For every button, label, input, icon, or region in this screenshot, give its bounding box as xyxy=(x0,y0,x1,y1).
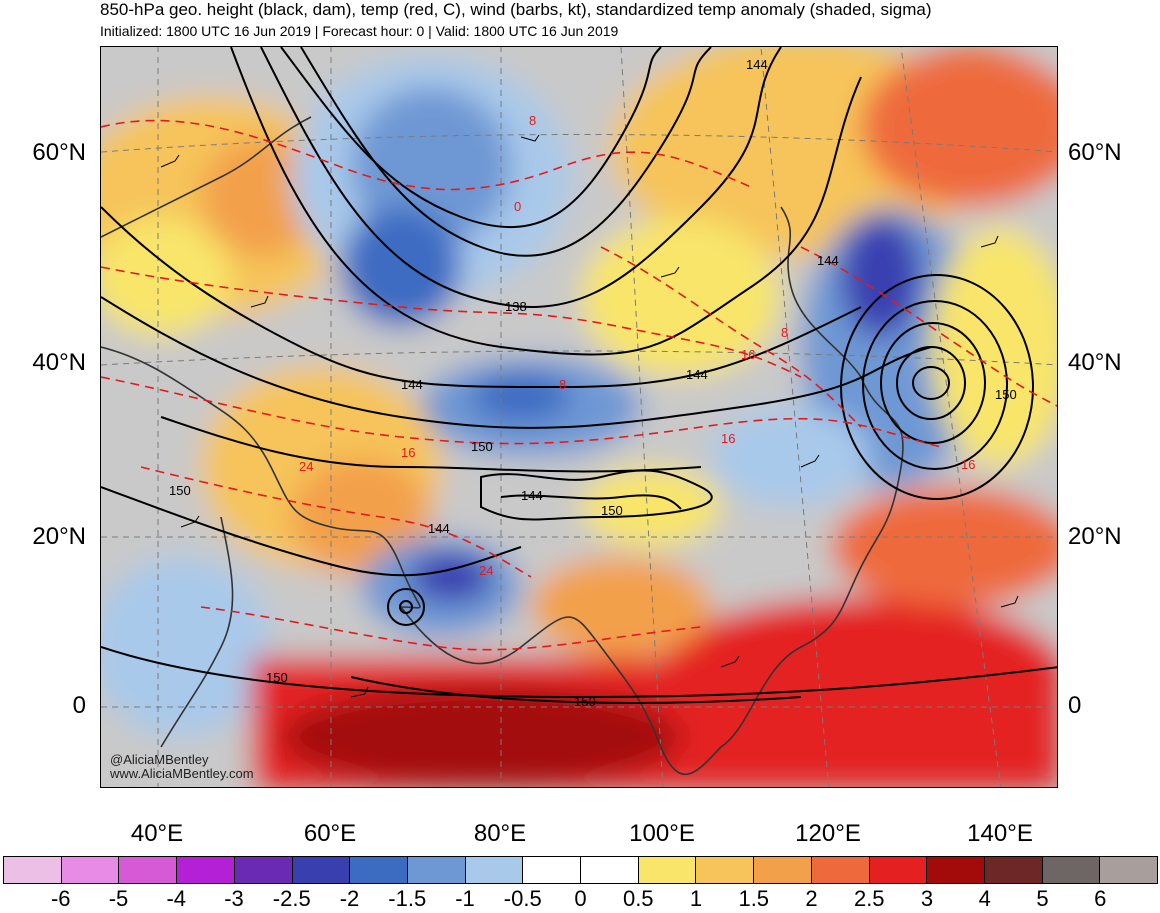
colorbar-swatch xyxy=(869,857,928,883)
map-subtitle: Initialized: 1800 UTC 16 Jun 2019 | Fore… xyxy=(100,23,619,39)
colorbar-tick-label: 1.5 xyxy=(738,886,770,911)
height-label: 144 xyxy=(521,488,543,503)
colorbar-swatch xyxy=(61,857,120,883)
temp-label: 16 xyxy=(721,431,735,446)
temp-label: 16 xyxy=(401,445,415,460)
colorbar-tick-label: 4 xyxy=(978,886,991,911)
colorbar-tick-label: 2.5 xyxy=(853,886,885,911)
wind-barbs xyxy=(160,134,1019,698)
graticule xyxy=(101,47,1057,787)
height-label: 144 xyxy=(686,367,708,382)
colorbar-tick-label: -0.5 xyxy=(503,886,542,911)
colorbar-swatch xyxy=(119,857,178,883)
temp-label: 16 xyxy=(961,457,975,472)
colorbar-swatch xyxy=(696,857,755,883)
lon-label: 120°E xyxy=(795,820,861,847)
colorbar-swatch xyxy=(754,857,812,883)
height-label: 144 xyxy=(401,377,423,392)
colorbar-tick-label: -5 xyxy=(108,886,129,911)
map-graphic: 144 144 138 144 144 150 150 144 150 144 … xyxy=(101,47,1057,787)
colorbar-swatch xyxy=(234,857,293,883)
watermark-url: www.AliciaMBentley.com xyxy=(110,766,254,781)
colorbar-swatch xyxy=(350,857,408,883)
height-label: 150 xyxy=(471,439,493,454)
height-label: 150 xyxy=(169,483,191,498)
colorbar-tick-label: -4 xyxy=(166,886,187,911)
temperature-contours xyxy=(101,119,1057,651)
colorbar-swatch xyxy=(811,857,870,883)
colorbar-swatch xyxy=(292,857,351,883)
lon-label: 60°E xyxy=(303,820,357,847)
height-label: 150 xyxy=(266,670,288,685)
watermark-handle: @AliciaMBentley xyxy=(110,752,209,767)
colorbar-tick-label: 2 xyxy=(805,886,818,911)
lon-label: 140°E xyxy=(967,820,1033,847)
lat-label-right: 20°N xyxy=(1068,523,1122,550)
colorbar-swatch xyxy=(465,857,524,883)
temp-label: 8 xyxy=(559,377,566,392)
height-contours xyxy=(101,47,1057,704)
colorbar-swatch xyxy=(523,857,582,883)
map-title: 850-hPa geo. height (black, dam), temp (… xyxy=(100,0,932,19)
temp-label: 0 xyxy=(514,199,521,214)
height-label: 144 xyxy=(746,57,768,72)
map-panel: 144 144 138 144 144 150 150 144 150 144 … xyxy=(100,46,1058,788)
lat-label-left: 20°N xyxy=(32,523,86,550)
colorbar-swatch xyxy=(984,857,1043,883)
colorbar-swatch xyxy=(407,857,466,883)
colorbar xyxy=(3,856,1158,884)
colorbar-tick-label: 3 xyxy=(920,886,934,911)
colorbar-tick-label: -3 xyxy=(224,886,244,911)
temp-label: 24 xyxy=(479,563,493,578)
anomaly-shading xyxy=(101,47,1057,787)
lat-label-right: 40°N xyxy=(1068,349,1122,376)
height-label: 144 xyxy=(817,253,839,268)
colorbar-tick-label: 1 xyxy=(689,886,703,911)
lat-label-right: 0 xyxy=(1068,692,1082,719)
colorbar-swatch xyxy=(581,857,639,883)
height-label: 150 xyxy=(995,387,1017,402)
coastlines xyxy=(101,116,904,775)
colorbar-tick-label: -6 xyxy=(50,886,71,911)
temp-label: 8 xyxy=(781,325,788,340)
colorbar-swatch xyxy=(4,857,62,883)
colorbar-tick-label: -2.5 xyxy=(272,886,311,911)
temp-label: 8 xyxy=(529,113,536,128)
temp-label: 24 xyxy=(299,459,313,474)
temperature-contour-labels: 0 8 8 16 16 16 16 24 24 8 xyxy=(299,113,975,578)
colorbar-tick-label: 6 xyxy=(1094,886,1107,911)
colorbar-tick-label: -1.5 xyxy=(388,886,427,911)
temp-label: 16 xyxy=(741,347,755,362)
colorbar-tick-label: 0 xyxy=(574,886,587,911)
colorbar-swatch xyxy=(1042,857,1101,883)
height-label: 150 xyxy=(601,503,623,518)
lat-label-left: 0 xyxy=(72,692,86,719)
colorbar-swatch xyxy=(927,857,985,883)
colorbar-tick-label: -1 xyxy=(455,886,475,911)
height-label: 150 xyxy=(574,694,596,709)
height-label: 144 xyxy=(428,521,450,536)
lat-label-left: 60°N xyxy=(32,139,86,166)
lon-label: 80°E xyxy=(473,820,527,847)
colorbar-tick-label: 5 xyxy=(1036,886,1049,911)
lon-label: 40°E xyxy=(130,820,184,847)
colorbar-swatch xyxy=(638,857,697,883)
lat-label-right: 60°N xyxy=(1068,139,1122,166)
colorbar-tick-label: -2 xyxy=(339,886,360,911)
colorbar-swatch xyxy=(1100,857,1158,883)
lon-label: 100°E xyxy=(629,820,695,847)
height-contour-labels: 144 144 138 144 144 150 150 144 150 144 … xyxy=(169,57,1017,709)
height-label: 138 xyxy=(505,299,527,314)
colorbar-tick-label: 0.5 xyxy=(622,886,654,911)
colorbar-swatch xyxy=(177,857,235,883)
lat-label-left: 40°N xyxy=(32,349,86,376)
